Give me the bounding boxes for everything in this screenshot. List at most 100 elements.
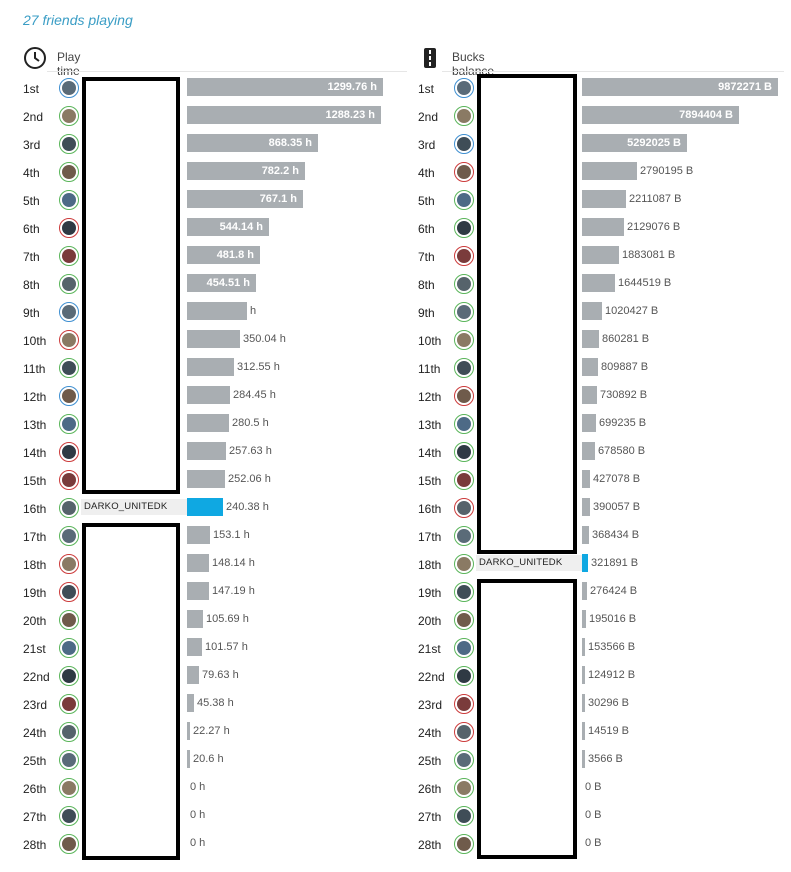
- leaderboard-row: 4th 2790195 B: [418, 161, 791, 189]
- avatar-image: [457, 753, 471, 767]
- avatar[interactable]: [59, 414, 79, 434]
- avatar-image: [62, 249, 76, 263]
- rank-label: 13th: [418, 418, 442, 432]
- avatar[interactable]: [454, 498, 474, 518]
- avatar[interactable]: [59, 638, 79, 658]
- leaderboard-row: 8th 454.51 h: [23, 273, 443, 301]
- avatar[interactable]: [59, 162, 79, 182]
- avatar[interactable]: [454, 134, 474, 154]
- rank-label: 28th: [418, 838, 442, 852]
- value-label: 2790195 B: [640, 165, 694, 177]
- avatar[interactable]: [454, 778, 474, 798]
- avatar[interactable]: [59, 834, 79, 854]
- avatar[interactable]: [59, 582, 79, 602]
- avatar[interactable]: [59, 218, 79, 238]
- value-bar: [187, 330, 240, 348]
- avatar[interactable]: [454, 526, 474, 546]
- rank-label: 18th: [23, 558, 47, 572]
- avatar[interactable]: [59, 722, 79, 742]
- avatar[interactable]: [454, 638, 474, 658]
- leaderboard-row: 20th 195016 B: [418, 609, 791, 637]
- avatar[interactable]: [454, 666, 474, 686]
- avatar-image: [62, 277, 76, 291]
- avatar[interactable]: [454, 610, 474, 630]
- avatar[interactable]: [454, 442, 474, 462]
- leaderboard-row: 6th 2129076 B: [418, 217, 791, 245]
- avatar[interactable]: [59, 750, 79, 770]
- avatar-image: [62, 445, 76, 459]
- avatar[interactable]: [59, 778, 79, 798]
- avatar[interactable]: [454, 302, 474, 322]
- avatar[interactable]: [454, 414, 474, 434]
- avatar[interactable]: [59, 302, 79, 322]
- avatar[interactable]: [59, 806, 79, 826]
- avatar[interactable]: [59, 330, 79, 350]
- avatar-image: [62, 137, 76, 151]
- rank-label: 11th: [418, 362, 441, 376]
- value-label: 312.55 h: [237, 361, 280, 373]
- avatar[interactable]: [59, 442, 79, 462]
- leaderboard-row: 16th 390057 B: [418, 497, 791, 525]
- leaderboard-row: 22nd 79.63 h: [23, 665, 443, 693]
- rank-label: 17th: [23, 530, 47, 544]
- value-label: 0 B: [585, 809, 602, 821]
- avatar[interactable]: [454, 386, 474, 406]
- value-bar: [187, 666, 199, 684]
- avatar[interactable]: [59, 498, 79, 518]
- avatar[interactable]: [59, 190, 79, 210]
- value-bar: [187, 694, 194, 712]
- avatar[interactable]: [59, 610, 79, 630]
- value-bar: [582, 638, 585, 656]
- avatar[interactable]: [59, 106, 79, 126]
- avatar[interactable]: [59, 134, 79, 154]
- avatar[interactable]: [59, 526, 79, 546]
- value-label: 767.1 h: [259, 193, 297, 205]
- player-name[interactable]: DARKO_UNITEDK: [81, 499, 187, 515]
- avatar[interactable]: [454, 106, 474, 126]
- leaderboard-row: 13th 280.5 h: [23, 413, 443, 441]
- avatar[interactable]: [454, 806, 474, 826]
- avatar[interactable]: [454, 722, 474, 742]
- avatar[interactable]: [59, 666, 79, 686]
- value-label: 257.63 h: [229, 445, 272, 457]
- avatar[interactable]: [59, 78, 79, 98]
- rank-label: 19th: [418, 586, 442, 600]
- avatar[interactable]: [454, 470, 474, 490]
- rank-label: 20th: [418, 614, 442, 628]
- avatar[interactable]: [59, 554, 79, 574]
- rank-label: 7th: [23, 250, 40, 264]
- avatar[interactable]: [59, 694, 79, 714]
- avatar[interactable]: [454, 330, 474, 350]
- avatar[interactable]: [454, 834, 474, 854]
- avatar[interactable]: [454, 750, 474, 770]
- avatar[interactable]: [59, 274, 79, 294]
- avatar[interactable]: [454, 162, 474, 182]
- player-name[interactable]: DARKO_UNITEDK: [476, 555, 582, 571]
- rank-label: 11th: [23, 362, 46, 376]
- value-label: 20.6 h: [193, 753, 224, 765]
- value-label: h: [250, 305, 257, 317]
- value-bar: [187, 190, 303, 208]
- value-bar: [187, 78, 383, 96]
- avatar[interactable]: [454, 358, 474, 378]
- avatar[interactable]: [454, 246, 474, 266]
- avatar[interactable]: [454, 694, 474, 714]
- rank-label: 9th: [418, 306, 435, 320]
- rank-label: 5th: [418, 194, 435, 208]
- avatar[interactable]: [59, 246, 79, 266]
- avatar[interactable]: [454, 582, 474, 602]
- avatar-image: [62, 389, 76, 403]
- avatar[interactable]: [454, 554, 474, 574]
- rank-label: 23rd: [418, 698, 443, 712]
- rank-label: 1st: [23, 82, 40, 96]
- value-label: 454.51 h: [206, 277, 250, 289]
- avatar[interactable]: [454, 190, 474, 210]
- road-icon: [424, 48, 436, 68]
- avatar[interactable]: [454, 274, 474, 294]
- avatar[interactable]: [59, 386, 79, 406]
- avatar[interactable]: [454, 218, 474, 238]
- avatar[interactable]: [59, 358, 79, 378]
- avatar[interactable]: [454, 78, 474, 98]
- leaderboard-row: 24th 22.27 h: [23, 721, 443, 749]
- avatar[interactable]: [59, 470, 79, 490]
